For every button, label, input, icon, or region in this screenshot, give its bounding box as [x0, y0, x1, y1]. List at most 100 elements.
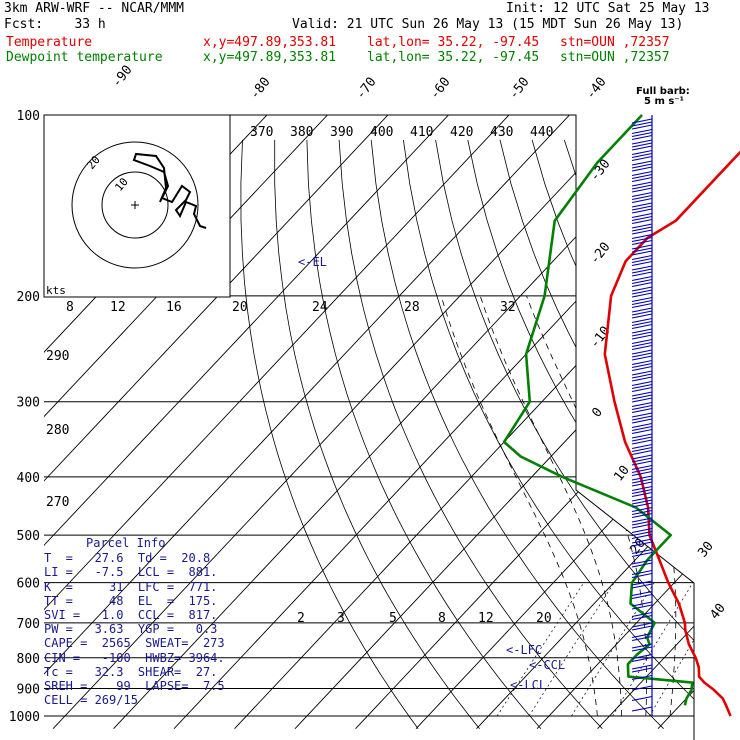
parcel-row: SVI = 1.0 CCL = 817.	[44, 608, 218, 623]
wind-barb	[631, 685, 653, 691]
wind-barb	[631, 355, 653, 361]
wind-barb	[631, 572, 653, 579]
wind-barb	[631, 590, 653, 597]
isotherm-line	[44, 115, 401, 730]
wind-barb	[631, 439, 653, 445]
wind-barb	[631, 481, 653, 487]
moist-adiabat-line	[647, 295, 694, 717]
wind-barb	[631, 467, 653, 474]
parcel-row: Tc = 32.3 SHEAR= 27.	[44, 664, 218, 679]
wind-barb	[631, 436, 653, 442]
wind-barb	[631, 541, 653, 547]
dry-adiabat-left-label: 290	[46, 349, 69, 364]
wind-barb	[631, 475, 653, 481]
pressure-tick-label: 100	[17, 109, 40, 124]
mixing-ratio-label: 20	[536, 611, 552, 626]
wind-barb	[631, 643, 653, 649]
wind-barb	[631, 187, 653, 193]
wind-barb	[631, 181, 653, 187]
wind-barb	[631, 499, 653, 505]
wind-barb	[631, 299, 653, 306]
wind-barb	[631, 412, 653, 418]
wind-barb	[631, 460, 653, 466]
moist-adiabat-line	[718, 296, 740, 716]
wind-barb	[631, 155, 653, 162]
plot-frame	[44, 114, 695, 740]
mixing-ratio-label: 5	[389, 611, 397, 626]
wind-barb	[631, 404, 653, 411]
wind-barb	[631, 433, 653, 439]
wind-barb	[631, 478, 653, 484]
wind-barb	[631, 134, 653, 141]
wind-barb	[631, 170, 653, 177]
wind-barb	[631, 289, 653, 295]
wind-barb	[631, 625, 653, 631]
wind-barb	[631, 601, 653, 607]
wind-barb	[631, 191, 653, 198]
wind-barb	[631, 583, 653, 589]
wind-barb	[631, 604, 653, 610]
wind-barb	[631, 559, 653, 565]
wind-barb	[631, 275, 653, 282]
wind-barb	[631, 506, 653, 513]
wind-barb	[631, 302, 653, 309]
wind-barb	[631, 674, 653, 681]
isotherm-line	[536, 115, 694, 730]
wind-barb	[631, 365, 653, 372]
temperature-latlon: lat,lon= 35.22, -97.45	[367, 35, 540, 50]
dewpoint-xy: x,y=497.89,353.81	[203, 50, 337, 65]
title-left: 3km ARW-WRF -- NCAR/MMM	[4, 1, 185, 16]
wind-barb	[631, 205, 653, 211]
wind-barb	[631, 383, 653, 390]
wind-barb	[631, 236, 653, 243]
hodograph-center	[131, 201, 139, 209]
isotherm-line	[44, 115, 522, 730]
wind-barb	[631, 695, 653, 702]
wind-barb	[631, 313, 653, 319]
level-annotation: <-LCL	[510, 678, 546, 692]
wind-barb	[631, 317, 653, 324]
isotherm-label: -80	[247, 75, 273, 103]
wind-barb	[631, 352, 653, 358]
wind-barb	[631, 523, 653, 529]
dry-adiabat-line	[725, 140, 740, 729]
dewpoint-legend-label: Dewpoint temperature	[6, 50, 163, 65]
theta-label: 410	[410, 125, 433, 140]
pressure-tick-label: 900	[17, 682, 40, 697]
wind-barb	[631, 520, 653, 526]
pressure-tick-label: 1000	[9, 710, 40, 725]
moist-adiabat-line	[479, 295, 622, 717]
parcel-row: CAPE = 2565 SWEAT= 273	[44, 636, 225, 651]
wind-barb	[631, 268, 653, 274]
barb-legend-line2: 5 m s⁻¹	[644, 96, 684, 107]
wind-barb	[631, 254, 653, 261]
wind-barb	[631, 296, 653, 303]
wind-barb	[631, 145, 653, 151]
isotherm-label: -60	[427, 75, 453, 103]
wind-barb	[631, 229, 653, 235]
theta-label: 440	[530, 125, 553, 140]
wetbulb-label: 24	[312, 300, 328, 315]
wind-barb	[631, 278, 653, 285]
theta-label: 390	[330, 125, 353, 140]
wind-barb	[631, 380, 653, 387]
theta-label: 420	[450, 125, 473, 140]
wind-barb	[631, 509, 653, 516]
wind-barb	[631, 218, 653, 225]
parcel-row: K = 31 LFC = 771.	[44, 579, 218, 594]
wind-barb	[631, 128, 653, 135]
wind-barb	[631, 163, 653, 169]
wind-barb	[631, 160, 653, 166]
dry-adiabat-line	[692, 139, 694, 730]
moist-adiabat-line	[526, 295, 647, 717]
wind-barb	[631, 323, 653, 330]
wind-barb	[631, 418, 653, 424]
wind-barb	[631, 244, 653, 250]
level-annotation: <-EL	[298, 255, 327, 269]
wind-barb	[631, 667, 653, 673]
wind-barb	[631, 215, 653, 222]
mixing-ratio-line	[571, 582, 655, 717]
dry-adiabat-line	[370, 139, 664, 729]
wind-barb	[631, 166, 653, 172]
mixing-ratio-line	[612, 582, 694, 717]
